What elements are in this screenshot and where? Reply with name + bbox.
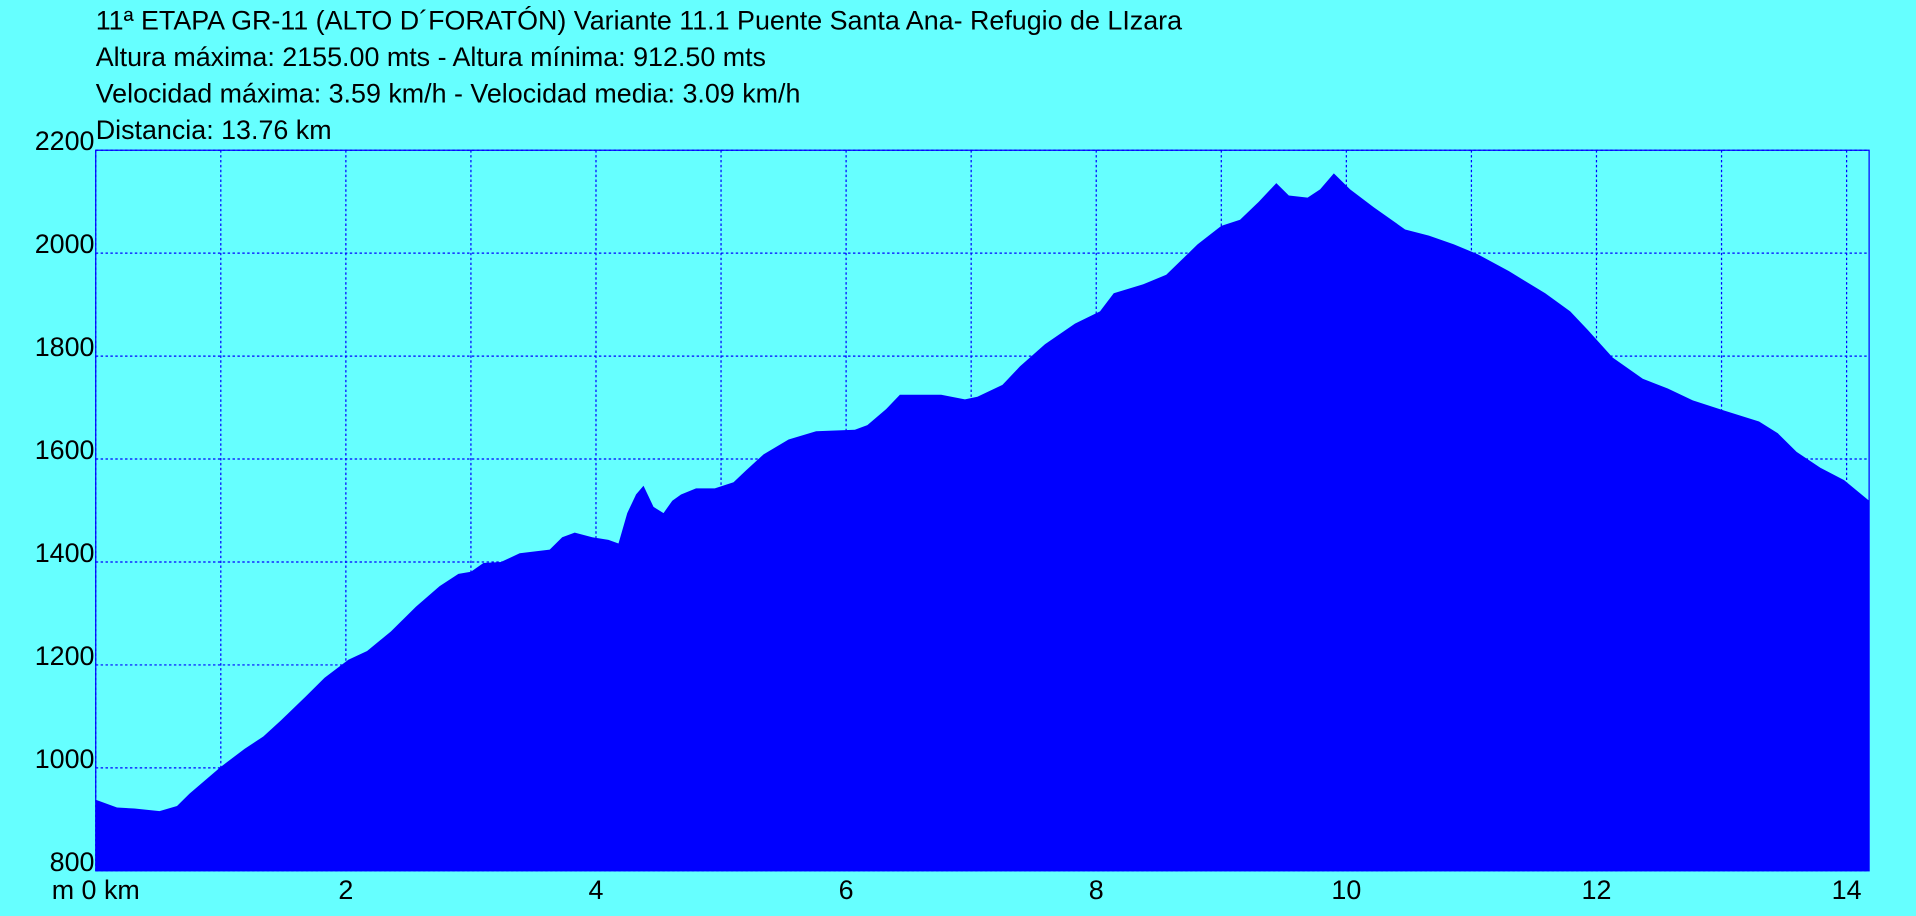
plot-frame: [95, 149, 1870, 872]
y-tick-label: 800: [50, 847, 95, 877]
subtitle: Distancia: 13.76 km: [96, 115, 332, 145]
y-tick-label: 1600: [35, 435, 95, 465]
x-tick-label: 2: [338, 875, 353, 905]
y-tick-label: 1800: [35, 332, 95, 362]
y-tick-label: 1200: [35, 641, 95, 671]
x-tick-label: 4: [589, 875, 604, 905]
x-tick-label: 6: [839, 875, 854, 905]
subtitle: Velocidad máxima: 3.59 km/h - Velocidad …: [96, 79, 801, 109]
x-tick-label: 12: [1582, 875, 1612, 905]
elevation-area: [95, 173, 1870, 871]
x-tick-label: m 0 km: [52, 875, 140, 905]
subtitle: Altura máxima: 2155.00 mts - Altura míni…: [96, 42, 766, 72]
y-tick-label: 2000: [35, 229, 95, 259]
y-tick-label: 2200: [35, 126, 95, 156]
chart-title: 11ª ETAPA GR-11 (ALTO D´FORATÓN) Variant…: [96, 4, 1182, 35]
x-tick-label: 14: [1832, 875, 1862, 905]
y-tick-label: 1000: [35, 744, 95, 774]
x-tick-label: 8: [1089, 875, 1104, 905]
x-tick-label: 10: [1331, 875, 1361, 905]
y-tick-label: 1400: [35, 538, 95, 568]
